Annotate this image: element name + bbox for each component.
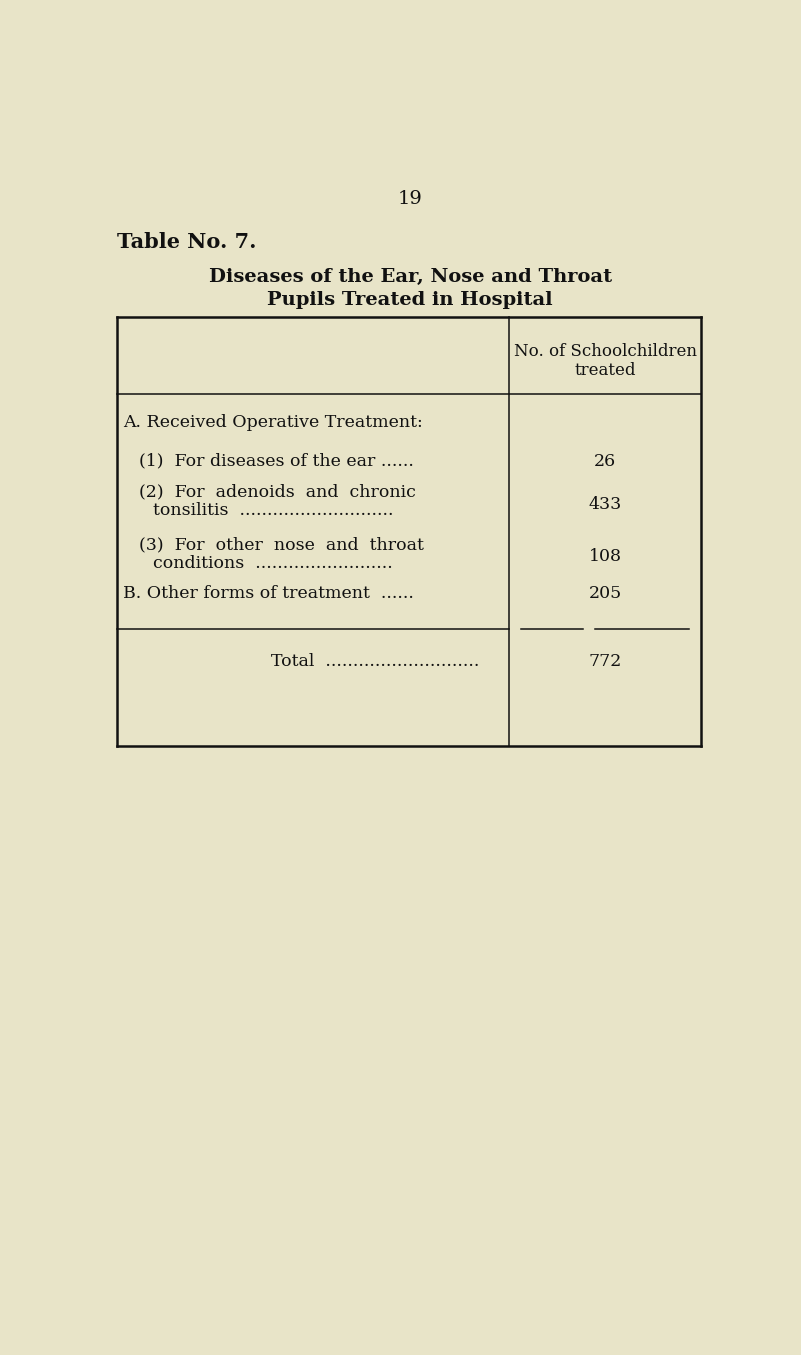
Text: B. Other forms of treatment  ......: B. Other forms of treatment ......	[123, 585, 414, 603]
Text: tonsilitis  ............................: tonsilitis ............................	[153, 503, 393, 519]
Text: (1)  For diseases of the ear ......: (1) For diseases of the ear ......	[139, 453, 414, 470]
Text: treated: treated	[574, 362, 636, 379]
Text: 26: 26	[594, 453, 616, 470]
Text: 433: 433	[589, 496, 622, 514]
Text: (3)  For  other  nose  and  throat: (3) For other nose and throat	[139, 537, 424, 553]
Text: 772: 772	[589, 653, 622, 671]
Text: 108: 108	[589, 549, 622, 565]
Text: No. of Schoolchildren: No. of Schoolchildren	[513, 343, 697, 359]
Text: Pupils Treated in Hospital: Pupils Treated in Hospital	[268, 291, 553, 309]
Text: Total  ............................: Total ............................	[271, 653, 479, 671]
Text: Table No. 7.: Table No. 7.	[117, 232, 256, 252]
Text: 19: 19	[397, 190, 423, 207]
Text: conditions  .........................: conditions .........................	[153, 554, 392, 572]
Text: Diseases of the Ear, Nose and Throat: Diseases of the Ear, Nose and Throat	[208, 267, 612, 286]
Text: (2)  For  adenoids  and  chronic: (2) For adenoids and chronic	[139, 484, 416, 500]
Text: 205: 205	[589, 585, 622, 603]
Text: A. Received Operative Treatment:: A. Received Operative Treatment:	[123, 415, 423, 431]
